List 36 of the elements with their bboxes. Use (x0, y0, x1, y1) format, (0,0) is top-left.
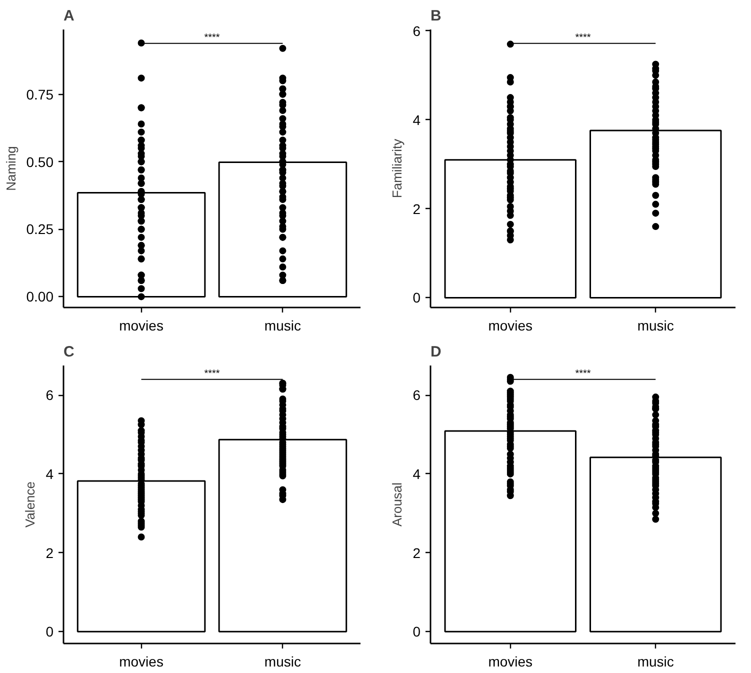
annotation: **** (575, 32, 591, 44)
annotation: **** (575, 368, 591, 380)
annotation: **** (204, 368, 220, 380)
chart-title: A (64, 8, 74, 24)
y-axis-title: Familiarity (390, 138, 405, 198)
y-tick-label: 4 (46, 466, 54, 482)
annotation: **** (204, 32, 220, 44)
x-tick-label: music (637, 654, 674, 670)
x-tick-label: movies (119, 654, 164, 670)
y-tick-label: 0 (412, 624, 421, 640)
y-tick-label: 2 (46, 544, 54, 561)
y-tick-label: 4 (412, 466, 421, 482)
y-tick-label: 6 (412, 387, 421, 404)
y-tick-label: 2 (412, 200, 421, 217)
y-tick-label: 2 (412, 544, 421, 561)
x-tick-label: music (264, 318, 301, 334)
y-tick-label: 0 (46, 624, 54, 640)
y-tick-label: 0.00 (26, 288, 54, 305)
y-axis-title: Valence (22, 481, 38, 528)
y-tick-label: 0.75 (26, 86, 54, 102)
x-tick-label: movies (488, 318, 533, 334)
y-tick-label: 0.25 (26, 221, 54, 238)
y-tick-label: 6 (412, 22, 421, 39)
y-tick-label: 0.50 (26, 154, 54, 170)
chart-title: D (430, 344, 442, 360)
y-axis-title: Naming (3, 146, 18, 191)
x-tick-label: music (637, 318, 674, 334)
y-tick-label: 0 (412, 290, 421, 306)
y-axis-title: Arousal (390, 482, 405, 527)
y-tick-label: 6 (46, 387, 54, 404)
x-tick-label: movies (488, 654, 533, 670)
x-tick-label: movies (119, 318, 164, 334)
chart-title: C (64, 344, 74, 360)
chart-title: B (430, 8, 442, 24)
y-tick-label: 4 (412, 112, 421, 128)
x-tick-label: music (264, 654, 301, 670)
